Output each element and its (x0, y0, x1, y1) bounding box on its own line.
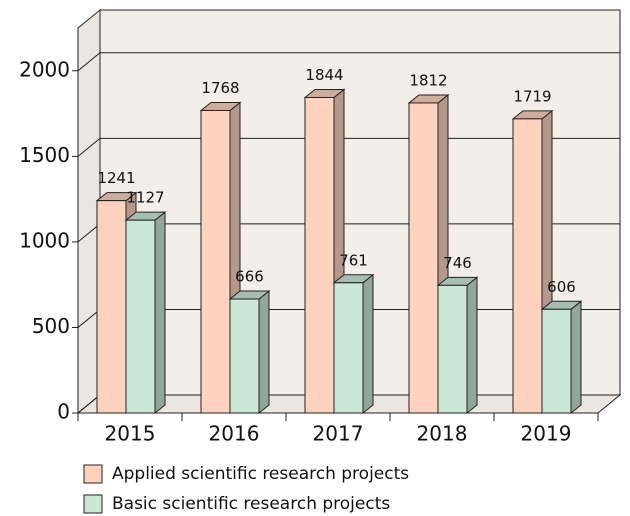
grid-line (72, 52, 620, 72)
x-tick-label: 2015 (105, 422, 156, 446)
bar-side (258, 289, 270, 415)
y-tick-label: 1500 (19, 143, 70, 167)
legend-label: Basic scientific research projects (112, 494, 390, 514)
grid-line (72, 223, 620, 243)
bar-front (229, 298, 260, 414)
bar (228, 289, 271, 415)
value-label: 606 (547, 278, 576, 296)
bar-front (437, 284, 468, 414)
y-tick-label: 500 (32, 314, 70, 338)
bar-front (304, 96, 335, 414)
bar-front (333, 282, 364, 414)
x-tick-label: 2016 (209, 422, 260, 446)
grid-line (72, 137, 620, 157)
legend-swatch (83, 464, 103, 484)
value-label: 1241 (97, 169, 135, 187)
x-tick-label: 2018 (417, 422, 468, 446)
legend-swatch (83, 494, 103, 514)
bar-side (154, 211, 166, 415)
bar (332, 273, 375, 415)
value-label: 761 (339, 251, 368, 269)
value-label: 1844 (305, 66, 343, 84)
bar-front (408, 102, 439, 414)
bar-front (512, 118, 543, 414)
bar-front (96, 200, 127, 414)
value-label: 1719 (513, 87, 551, 105)
bar (436, 276, 479, 415)
bar-front (541, 308, 572, 414)
x-tick-label: 2019 (521, 422, 572, 446)
bar (540, 300, 583, 415)
value-label: 666 (235, 268, 264, 286)
bar (124, 211, 167, 415)
value-label: 1127 (126, 189, 164, 207)
bar-side (362, 273, 374, 415)
y-tick-label: 2000 (19, 57, 70, 81)
bar-side (466, 276, 478, 415)
y-tick-label: 0 (57, 400, 70, 424)
bar-front (125, 219, 156, 414)
bar-front (200, 109, 231, 414)
value-label: 1768 (201, 79, 239, 97)
legend-label: Applied scientific research projects (112, 464, 409, 484)
x-tick-label: 2017 (313, 422, 364, 446)
y-tick-label: 1000 (19, 228, 70, 252)
bar-side (570, 300, 582, 415)
value-label: 1812 (409, 71, 447, 89)
value-label: 746 (443, 254, 472, 272)
